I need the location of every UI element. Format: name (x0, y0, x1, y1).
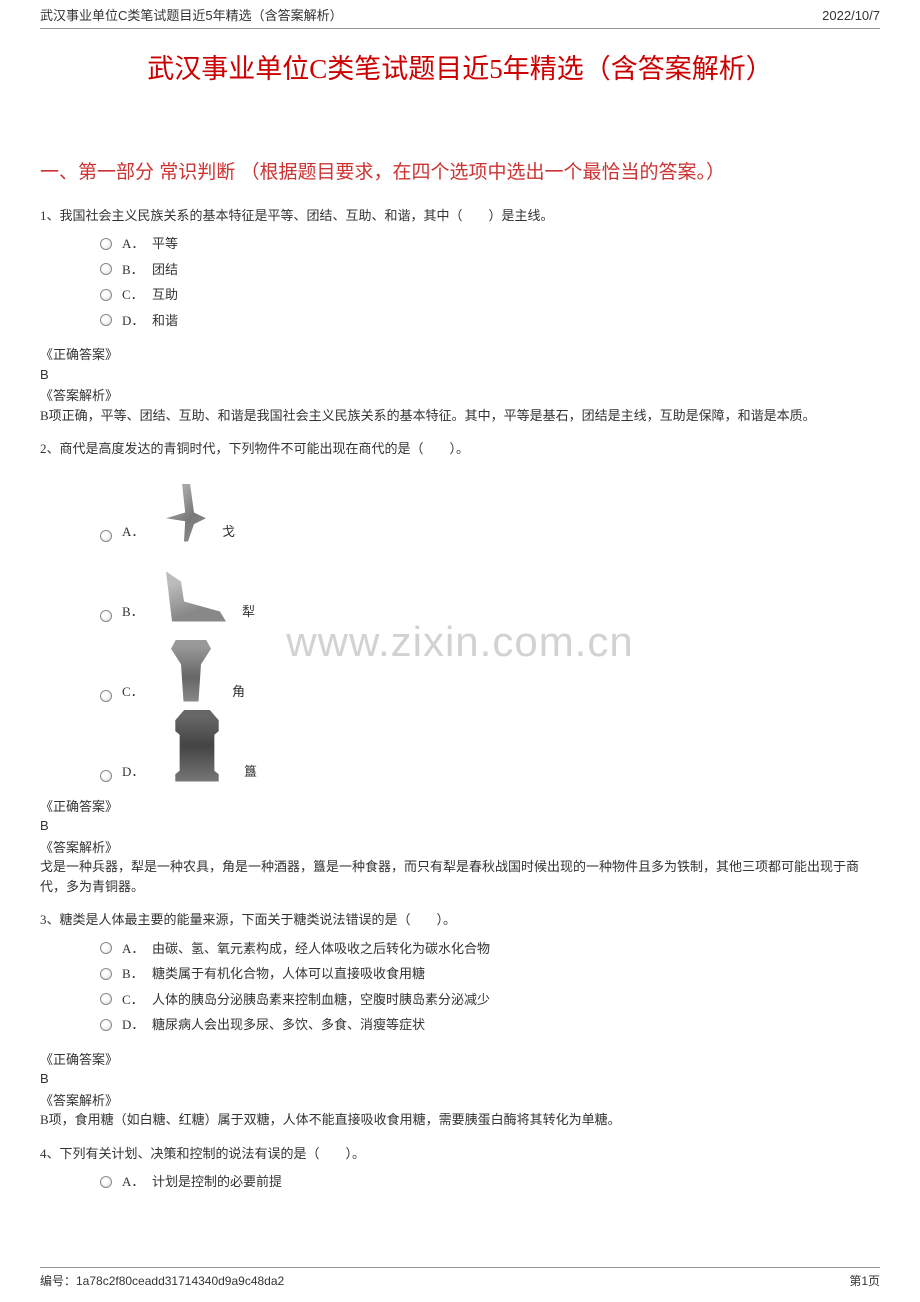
radio-icon[interactable] (100, 1176, 112, 1188)
option-caption: 簋 (244, 762, 257, 782)
option-caption: 角 (232, 682, 245, 702)
option-caption: 戈 (222, 522, 235, 542)
option-text: 糖尿病人会出现多尿、多饮、多食、消瘦等症状 (152, 1017, 425, 1032)
question-stem: 1、我国社会主义民族关系的基本特征是平等、团结、互助、和谐，其中（ ）是主线。 (40, 206, 880, 226)
option-text: 计划是控制的必要前提 (152, 1174, 282, 1189)
radio-icon[interactable] (100, 289, 112, 301)
option-letter: A． (122, 1172, 152, 1192)
option-letter: D． (122, 762, 152, 782)
option-letter: C． (122, 285, 152, 305)
artifact-image-li (166, 572, 226, 622)
option-letter: A． (122, 939, 152, 959)
option-c[interactable]: C． 角 (100, 625, 880, 705)
analysis-heading: 《答案解析》 (40, 386, 880, 406)
question-4: 4、下列有关计划、决策和控制的说法有误的是（ ）。 A．计划是控制的必要前提 (40, 1144, 880, 1195)
option-c[interactable]: C．互助 (100, 282, 880, 308)
answer-value: B (40, 1069, 880, 1089)
options-block: A． 戈 B． 犁 C． 角 D． (100, 465, 880, 785)
analysis-heading: 《答案解析》 (40, 838, 880, 858)
answer-heading: 《正确答案》 (40, 1050, 880, 1070)
option-a[interactable]: A．平等 (100, 231, 880, 257)
header-right: 2022/10/7 (822, 6, 880, 26)
option-a[interactable]: A．计划是控制的必要前提 (100, 1169, 880, 1195)
option-text: 平等 (152, 236, 178, 251)
radio-icon[interactable] (100, 770, 112, 782)
analysis-text: B项，食用糖（如白糖、红糖）属于双糖，人体不能直接吸收食用糖，需要胰蛋白酶将其转… (40, 1110, 880, 1130)
radio-icon[interactable] (100, 993, 112, 1005)
option-b[interactable]: B．团结 (100, 257, 880, 283)
option-text: 互助 (152, 287, 178, 302)
analysis-text: B项正确，平等、团结、互助、和谐是我国社会主义民族关系的基本特征。其中，平等是基… (40, 406, 880, 426)
answer-value: B (40, 365, 880, 385)
option-text: 糖类属于有机化合物，人体可以直接吸收食用糖 (152, 966, 425, 981)
option-text: 人体的胰岛分泌胰岛素来控制血糖，空腹时胰岛素分泌减少 (152, 992, 490, 1007)
footer-left: 编号：1a78c2f80ceadd31714340d9a9c48da2 (40, 1272, 284, 1290)
question-stem: 4、下列有关计划、决策和控制的说法有误的是（ ）。 (40, 1144, 880, 1164)
radio-icon[interactable] (100, 690, 112, 702)
option-b[interactable]: B． 犁 (100, 545, 880, 625)
header-left: 武汉事业单位C类笔试题目近5年精选（含答案解析） (40, 6, 343, 26)
analysis-heading: 《答案解析》 (40, 1091, 880, 1111)
artifact-image-ge (166, 484, 206, 542)
option-letter: A． (122, 522, 152, 542)
option-letter: A． (122, 234, 152, 254)
options-block: A．由碳、氢、氧元素构成，经人体吸收之后转化为碳水化合物 B．糖类属于有机化合物… (100, 936, 880, 1038)
artifact-image-jiao (166, 640, 216, 702)
answer-heading: 《正确答案》 (40, 345, 880, 365)
option-text: 团结 (152, 262, 178, 277)
option-text: 由碳、氢、氧元素构成，经人体吸收之后转化为碳水化合物 (152, 941, 490, 956)
radio-icon[interactable] (100, 530, 112, 542)
question-2: 2、商代是高度发达的青铜时代，下列物件不可能出现在商代的是（ ）。 A． 戈 B… (40, 439, 880, 896)
section-title: 一、第一部分 常识判断 （根据题目要求，在四个选项中选出一个最恰当的答案。） (40, 159, 880, 188)
radio-icon[interactable] (100, 968, 112, 980)
question-1: 1、我国社会主义民族关系的基本特征是平等、团结、互助、和谐，其中（ ）是主线。 … (40, 206, 880, 426)
page-footer: 编号：1a78c2f80ceadd31714340d9a9c48da2 第1页 (40, 1267, 880, 1290)
artifact-image-gui (166, 710, 228, 782)
option-d[interactable]: D．糖尿病人会出现多尿、多饮、多食、消瘦等症状 (100, 1012, 880, 1038)
option-letter: C． (122, 990, 152, 1010)
options-block: A．计划是控制的必要前提 (100, 1169, 880, 1195)
option-letter: C． (122, 682, 152, 702)
option-a[interactable]: A．由碳、氢、氧元素构成，经人体吸收之后转化为碳水化合物 (100, 936, 880, 962)
radio-icon[interactable] (100, 610, 112, 622)
option-letter: D． (122, 1015, 152, 1035)
option-d[interactable]: D．和谐 (100, 308, 880, 334)
radio-icon[interactable] (100, 942, 112, 954)
radio-icon[interactable] (100, 238, 112, 250)
question-3: 3、糖类是人体最主要的能量来源，下面关于糖类说法错误的是（ ）。 A．由碳、氢、… (40, 910, 880, 1130)
page-header: 武汉事业单位C类笔试题目近5年精选（含答案解析） 2022/10/7 (40, 0, 880, 29)
option-c[interactable]: C．人体的胰岛分泌胰岛素来控制血糖，空腹时胰岛素分泌减少 (100, 987, 880, 1013)
analysis-text: 戈是一种兵器，犁是一种农具，角是一种酒器，簋是一种食器，而只有犁是春秋战国时候出… (40, 857, 880, 896)
option-d[interactable]: D． 簋 (100, 705, 880, 785)
option-letter: D． (122, 311, 152, 331)
option-text: 和谐 (152, 313, 178, 328)
main-title: 武汉事业单位C类笔试题目近5年精选（含答案解析） (40, 29, 880, 100)
question-stem: 3、糖类是人体最主要的能量来源，下面关于糖类说法错误的是（ ）。 (40, 910, 880, 930)
option-letter: B． (122, 260, 152, 280)
radio-icon[interactable] (100, 314, 112, 326)
question-stem: 2、商代是高度发达的青铜时代，下列物件不可能出现在商代的是（ ）。 (40, 439, 880, 459)
option-caption: 犁 (242, 602, 255, 622)
answer-value: B (40, 816, 880, 836)
option-b[interactable]: B．糖类属于有机化合物，人体可以直接吸收食用糖 (100, 961, 880, 987)
option-letter: B． (122, 964, 152, 984)
footer-right: 第1页 (849, 1272, 880, 1290)
option-a[interactable]: A． 戈 (100, 465, 880, 545)
radio-icon[interactable] (100, 1019, 112, 1031)
answer-heading: 《正确答案》 (40, 797, 880, 817)
radio-icon[interactable] (100, 263, 112, 275)
option-letter: B． (122, 602, 152, 622)
options-block: A．平等 B．团结 C．互助 D．和谐 (100, 231, 880, 333)
